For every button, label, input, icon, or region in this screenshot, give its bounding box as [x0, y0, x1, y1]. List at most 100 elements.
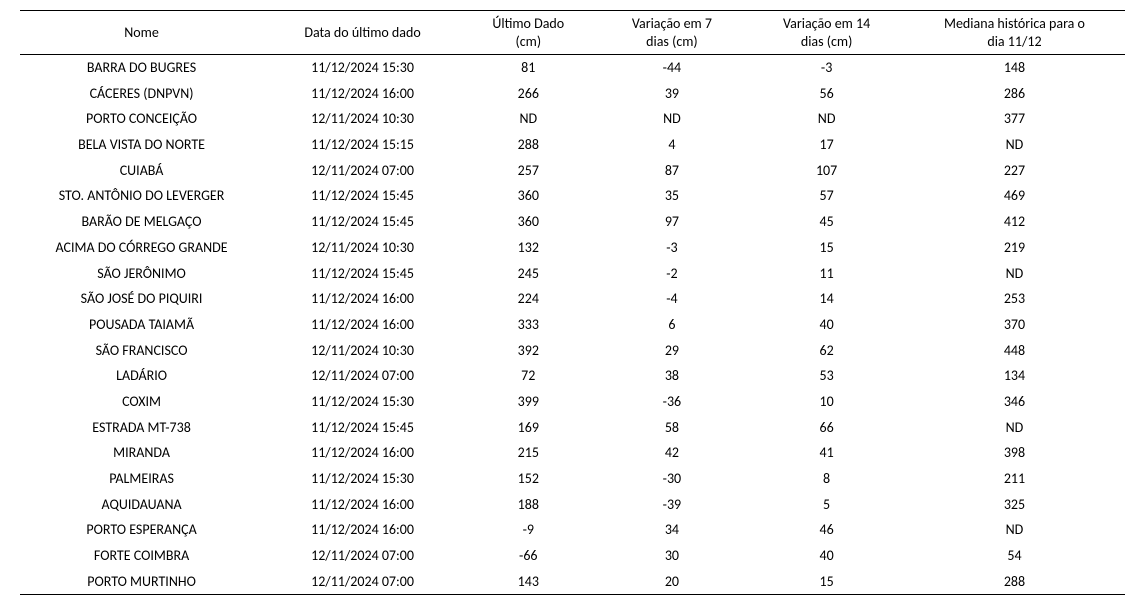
- col-header-v14: Variação em 14 dias (cm): [749, 11, 904, 55]
- cell-ultimo: 257: [462, 158, 595, 184]
- cell-nome: BARÃO DE MELGAÇO: [20, 209, 263, 235]
- cell-ultimo: -9: [462, 517, 595, 543]
- cell-med: ND: [904, 261, 1125, 287]
- header-label: Mediana histórica para o: [944, 15, 1085, 32]
- cell-med: 377: [904, 106, 1125, 132]
- cell-data: 11/12/2024 15:30: [263, 466, 462, 492]
- table-row: CUIABÁ12/11/2024 07:0025787107227: [20, 158, 1125, 184]
- cell-nome: POUSADA TAIAMÃ: [20, 312, 263, 338]
- cell-v14: 11: [749, 261, 904, 287]
- cell-data: 12/11/2024 10:30: [263, 106, 462, 132]
- cell-v7: 30: [595, 543, 750, 569]
- table-row: CÁCERES (DNPVN)11/12/2024 16:00266395628…: [20, 81, 1125, 107]
- cell-v14: 40: [749, 312, 904, 338]
- header-sub: dias (cm): [646, 33, 698, 50]
- cell-v14: 53: [749, 363, 904, 389]
- header-sub: dia 11/12: [987, 33, 1041, 50]
- cell-med: 219: [904, 235, 1125, 261]
- cell-med: 253: [904, 286, 1125, 312]
- cell-data: 11/12/2024 15:30: [263, 389, 462, 415]
- cell-ultimo: 392: [462, 338, 595, 364]
- table-row: SÃO FRANCISCO12/11/2024 10:303922962448: [20, 338, 1125, 364]
- table-row: PORTO CONCEIÇÃO12/11/2024 10:30NDNDND377: [20, 106, 1125, 132]
- table-row: COXIM11/12/2024 15:30399-3610346: [20, 389, 1125, 415]
- cell-med: 148: [904, 55, 1125, 81]
- cell-med: ND: [904, 517, 1125, 543]
- cell-ultimo: 360: [462, 183, 595, 209]
- cell-data: 11/12/2024 16:00: [263, 81, 462, 107]
- cell-ultimo: 245: [462, 261, 595, 287]
- cell-med: 370: [904, 312, 1125, 338]
- cell-v7: -2: [595, 261, 750, 287]
- cell-ultimo: -66: [462, 543, 595, 569]
- cell-ultimo: 169: [462, 415, 595, 441]
- cell-v14: -3: [749, 55, 904, 81]
- cell-data: 11/12/2024 15:45: [263, 183, 462, 209]
- cell-data: 11/12/2024 16:00: [263, 492, 462, 518]
- cell-nome: PALMEIRAS: [20, 466, 263, 492]
- col-header-data: Data do último dado: [263, 11, 462, 55]
- cell-nome: ACIMA DO CÓRREGO GRANDE: [20, 235, 263, 261]
- table-row: PALMEIRAS11/12/2024 15:30152-308211: [20, 466, 1125, 492]
- cell-med: 288: [904, 569, 1125, 595]
- cell-med: 211: [904, 466, 1125, 492]
- cell-data: 12/11/2024 10:30: [263, 235, 462, 261]
- table-row: STO. ANTÔNIO DO LEVERGER11/12/2024 15:45…: [20, 183, 1125, 209]
- cell-ultimo: 132: [462, 235, 595, 261]
- table-header: Nome Data do último dado Último Dado (cm…: [20, 11, 1125, 55]
- table-row: AQUIDAUANA11/12/2024 16:00188-395325: [20, 492, 1125, 518]
- cell-ultimo: 266: [462, 81, 595, 107]
- cell-v14: 45: [749, 209, 904, 235]
- cell-v14: 41: [749, 440, 904, 466]
- data-table: Nome Data do último dado Último Dado (cm…: [20, 10, 1125, 595]
- cell-v7: 38: [595, 363, 750, 389]
- col-header-v7: Variação em 7 dias (cm): [595, 11, 750, 55]
- cell-v14: 5: [749, 492, 904, 518]
- cell-v14: 17: [749, 132, 904, 158]
- cell-data: 12/11/2024 07:00: [263, 543, 462, 569]
- cell-data: 11/12/2024 15:15: [263, 132, 462, 158]
- cell-med: 54: [904, 543, 1125, 569]
- cell-v7: 34: [595, 517, 750, 543]
- cell-v14: 40: [749, 543, 904, 569]
- cell-v7: -39: [595, 492, 750, 518]
- cell-ultimo: 81: [462, 55, 595, 81]
- table-row: BELA VISTA DO NORTE11/12/2024 15:1528841…: [20, 132, 1125, 158]
- cell-data: 12/11/2024 07:00: [263, 569, 462, 595]
- cell-nome: BARRA DO BUGRES: [20, 55, 263, 81]
- cell-ultimo: 143: [462, 569, 595, 595]
- cell-med: ND: [904, 132, 1125, 158]
- cell-data: 12/11/2024 10:30: [263, 338, 462, 364]
- cell-v14: 56: [749, 81, 904, 107]
- cell-nome: PORTO CONCEIÇÃO: [20, 106, 263, 132]
- header-label: Variação em 7: [632, 15, 712, 32]
- cell-nome: COXIM: [20, 389, 263, 415]
- cell-v7: 20: [595, 569, 750, 595]
- col-header-ultimo: Último Dado (cm): [462, 11, 595, 55]
- header-label: Nome: [124, 24, 159, 41]
- cell-data: 12/11/2024 07:00: [263, 158, 462, 184]
- cell-v7: -4: [595, 286, 750, 312]
- cell-nome: PORTO MURTINHO: [20, 569, 263, 595]
- table-row: BARÃO DE MELGAÇO11/12/2024 15:4536097454…: [20, 209, 1125, 235]
- cell-nome: CUIABÁ: [20, 158, 263, 184]
- cell-v7: 6: [595, 312, 750, 338]
- table-row: POUSADA TAIAMÃ11/12/2024 16:00333640370: [20, 312, 1125, 338]
- cell-ultimo: ND: [462, 106, 595, 132]
- cell-med: 325: [904, 492, 1125, 518]
- cell-v14: 107: [749, 158, 904, 184]
- cell-ultimo: 360: [462, 209, 595, 235]
- cell-v7: 29: [595, 338, 750, 364]
- cell-data: 11/12/2024 15:45: [263, 415, 462, 441]
- cell-v14: 66: [749, 415, 904, 441]
- cell-v7: -44: [595, 55, 750, 81]
- cell-nome: STO. ANTÔNIO DO LEVERGER: [20, 183, 263, 209]
- table-body: BARRA DO BUGRES11/12/2024 15:3081-44-314…: [20, 55, 1125, 595]
- cell-data: 11/12/2024 16:00: [263, 440, 462, 466]
- cell-ultimo: 224: [462, 286, 595, 312]
- cell-med: 286: [904, 81, 1125, 107]
- cell-data: 11/12/2024 15:45: [263, 261, 462, 287]
- cell-ultimo: 333: [462, 312, 595, 338]
- cell-v7: 4: [595, 132, 750, 158]
- table-row: ACIMA DO CÓRREGO GRANDE12/11/2024 10:301…: [20, 235, 1125, 261]
